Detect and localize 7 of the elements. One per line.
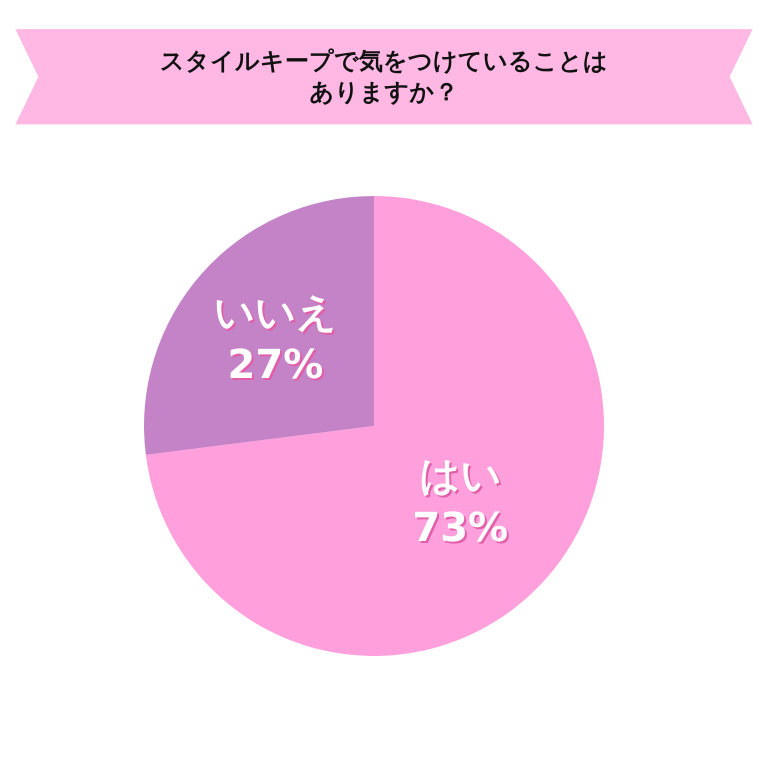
data-label: 73% xyxy=(412,505,508,552)
pie-slice xyxy=(146,196,604,656)
slice-label: はい xyxy=(419,453,502,500)
slice-label: いいえ xyxy=(214,290,337,336)
data-label: 27% xyxy=(228,342,324,388)
chart-title: スタイルキープで気をつけていることはありますか？ xyxy=(160,47,608,106)
pie-slice xyxy=(144,196,374,455)
